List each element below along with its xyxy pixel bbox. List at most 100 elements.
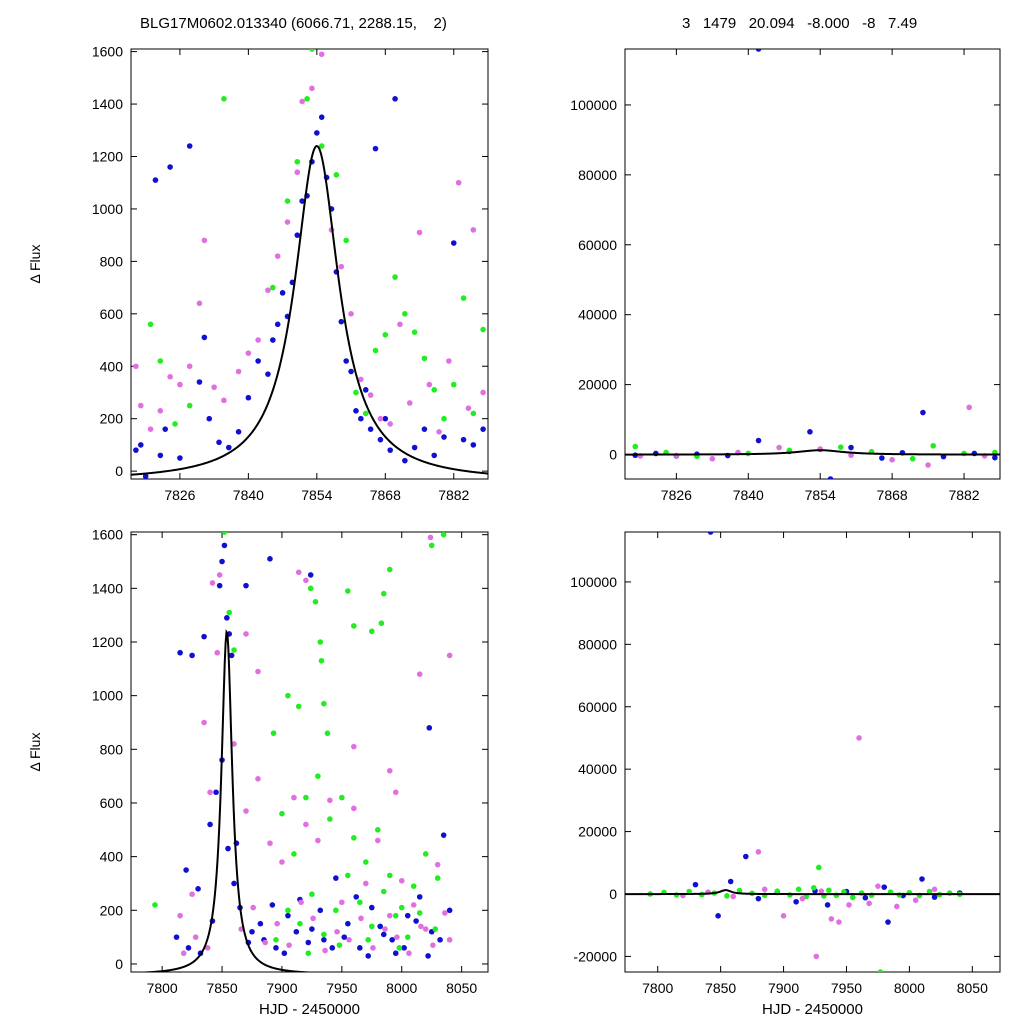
data-point-magenta <box>730 893 737 900</box>
y-tick-label: 1600 <box>92 44 123 60</box>
data-point-green <box>440 532 447 538</box>
data-point-magenta <box>177 912 183 919</box>
data-point-green <box>434 875 441 881</box>
data-point-magenta <box>418 923 424 930</box>
data-point-green <box>152 902 158 908</box>
data-point-green <box>396 945 403 951</box>
x-tick-label: 8050 <box>446 980 477 996</box>
data-point-blue <box>881 884 888 890</box>
data-point-green <box>398 904 405 911</box>
data-point-magenta <box>250 904 256 911</box>
data-point-magenta <box>422 926 429 932</box>
data-point-magenta <box>310 915 316 922</box>
data-point-green <box>632 443 639 450</box>
data-point-magenta <box>346 937 352 943</box>
data-point-green <box>810 884 817 891</box>
data-point-blue <box>392 950 399 957</box>
data-point-green <box>270 284 276 291</box>
data-point-magenta <box>465 405 472 412</box>
data-point-blue <box>992 454 998 461</box>
data-point-green <box>441 415 447 422</box>
y-tick-label: 1000 <box>92 688 123 704</box>
data-point-green <box>930 442 937 449</box>
data-point-blue <box>426 725 433 731</box>
data-point-magenta <box>386 912 393 919</box>
data-point-green <box>321 931 327 938</box>
data-point-magenta <box>265 287 271 294</box>
data-point-green <box>309 49 315 52</box>
data-point-blue <box>317 907 324 914</box>
data-point-green <box>909 455 916 462</box>
data-point-green <box>402 311 408 317</box>
data-point-blue <box>357 945 363 951</box>
data-point-magenta <box>322 947 328 954</box>
data-point-magenta <box>295 569 302 576</box>
data-point-blue <box>358 415 364 422</box>
data-point-blue <box>807 429 813 435</box>
data-point-blue <box>416 894 423 900</box>
data-point-magenta <box>207 789 213 796</box>
data-point-green <box>317 639 324 645</box>
data-point-magenta <box>866 900 872 907</box>
data-point-magenta <box>196 300 203 307</box>
data-point-magenta <box>377 415 384 422</box>
y-tick-label: 1200 <box>92 634 123 650</box>
data-point-green <box>815 864 822 871</box>
chart-title-right: 3 1479 20.094 -8.000 -8 7.49 <box>682 15 918 32</box>
y-axis-label: Δ Flux <box>27 733 43 772</box>
data-point-green <box>305 950 312 957</box>
data-point-magenta <box>446 652 453 659</box>
data-point-blue <box>235 429 242 435</box>
data-point-green <box>172 421 178 427</box>
data-point-magenta <box>848 452 854 459</box>
data-point-blue <box>185 945 192 951</box>
data-point-blue <box>333 875 339 881</box>
data-point-magenta <box>894 903 900 910</box>
x-axis-label: HJD - 2450000 <box>762 1001 863 1018</box>
y-tick-label: 100000 <box>570 574 617 590</box>
data-point-blue <box>189 652 195 659</box>
data-point-magenta <box>201 237 208 244</box>
data-point-magenta <box>214 649 221 656</box>
data-point-blue <box>305 939 312 946</box>
data-point-magenta <box>245 350 252 356</box>
data-point-blue <box>228 652 235 659</box>
data-point-magenta <box>339 899 345 906</box>
data-point-magenta <box>221 397 227 404</box>
data-point-magenta <box>298 899 304 906</box>
data-point-green <box>736 887 743 894</box>
data-point-magenta <box>875 883 881 889</box>
data-point-green <box>480 326 486 333</box>
data-point-magenta <box>192 934 199 940</box>
data-point-magenta <box>427 534 434 541</box>
data-point-blue <box>341 934 348 940</box>
axes-frame <box>624 531 1001 973</box>
data-point-green <box>368 923 375 930</box>
data-point-blue <box>827 476 834 479</box>
plot-area <box>131 49 488 479</box>
data-point-blue <box>314 130 320 136</box>
y-tick-label: 0 <box>609 886 617 902</box>
data-point-blue <box>307 572 314 578</box>
data-point-green <box>410 883 417 889</box>
data-point-magenta <box>470 227 477 233</box>
data-point-blue <box>243 582 249 589</box>
data-point-magenta <box>186 363 193 370</box>
data-point-blue <box>225 845 231 852</box>
data-point-magenta <box>201 719 207 726</box>
data-point-blue <box>793 898 799 905</box>
data-point-green <box>226 609 233 616</box>
data-point-blue <box>338 318 345 325</box>
data-point-green <box>304 96 310 102</box>
data-point-magenta <box>446 937 453 943</box>
data-point-magenta <box>382 926 388 932</box>
data-point-blue <box>367 426 374 432</box>
data-point-green <box>291 851 297 857</box>
y-tick-label: 0 <box>115 463 123 479</box>
x-tick-label: 7882 <box>948 487 979 503</box>
data-point-magenta <box>367 392 374 398</box>
data-point-green <box>231 647 237 653</box>
data-point-blue <box>368 904 375 911</box>
data-point-blue <box>195 886 201 892</box>
data-point-blue <box>309 926 315 932</box>
